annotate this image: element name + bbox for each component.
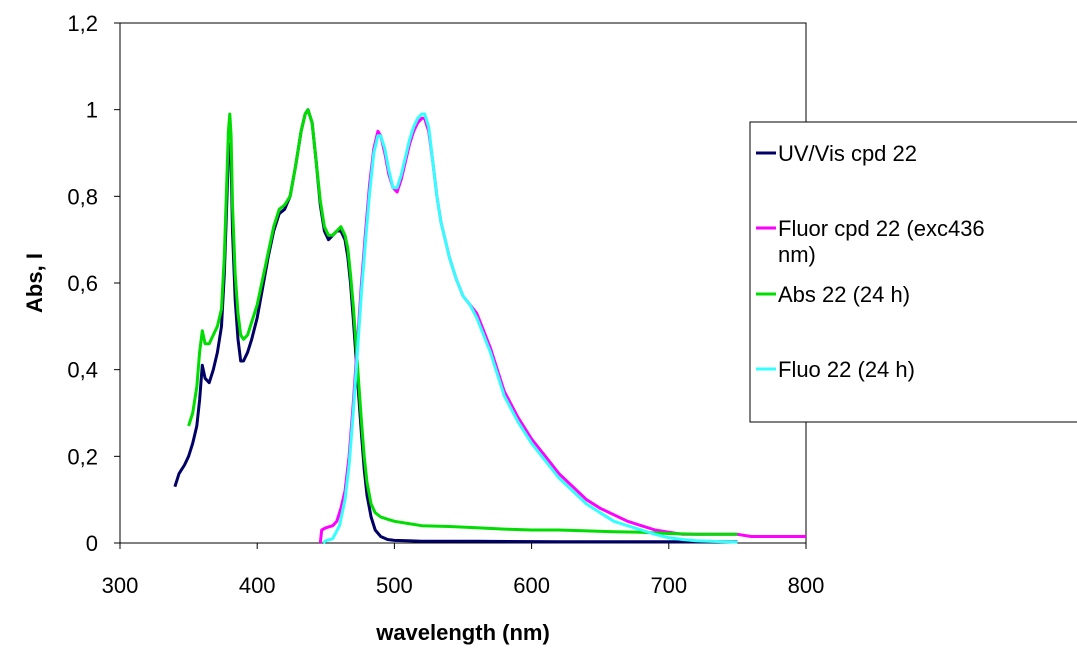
y-axis-title: Abs, I	[22, 253, 47, 313]
y-tick-label: 0,8	[67, 184, 98, 209]
x-tick-label: 500	[376, 573, 413, 598]
legend-label-uvvis: UV/Vis cpd 22	[778, 141, 917, 166]
legend-label-fluo24: Fluo 22 (24 h)	[778, 357, 915, 382]
y-tick-label: 1	[86, 98, 98, 123]
legend-label-abs24: Abs 22 (24 h)	[778, 282, 910, 307]
y-tick-label: 1,2	[67, 11, 98, 36]
legend: UV/Vis cpd 22 Fluor cpd 22 (exc436 nm) A…	[749, 121, 1077, 423]
series-line-3	[322, 112, 738, 545]
y-tick-label: 0,2	[67, 444, 98, 469]
x-tick-label: 700	[650, 573, 687, 598]
series-line-2	[187, 108, 738, 536]
x-tick-label: 400	[239, 573, 276, 598]
legend-label-fluor-line1: Fluor cpd 22 (exc436	[778, 216, 985, 241]
x-tick-label: 600	[513, 573, 550, 598]
legend-label-fluor-line2: nm)	[778, 242, 816, 267]
legend-box	[749, 121, 1077, 423]
y-tick-label: 0,4	[67, 358, 98, 383]
x-tick-label: 300	[102, 573, 139, 598]
x-tick-label: 800	[788, 573, 825, 598]
ticks-layer: 300 400 500 600 700 800 0 0,2 0,4 0,6 0,8 1 1,2	[67, 11, 824, 598]
series-layer	[173, 108, 806, 545]
y-tick-label: 0,6	[67, 271, 98, 296]
x-axis-title: wavelength (nm)	[375, 620, 550, 645]
legend-label-fluor: Fluor cpd 22 (exc436 nm)	[778, 216, 991, 267]
y-tick-label: 0	[86, 531, 98, 556]
